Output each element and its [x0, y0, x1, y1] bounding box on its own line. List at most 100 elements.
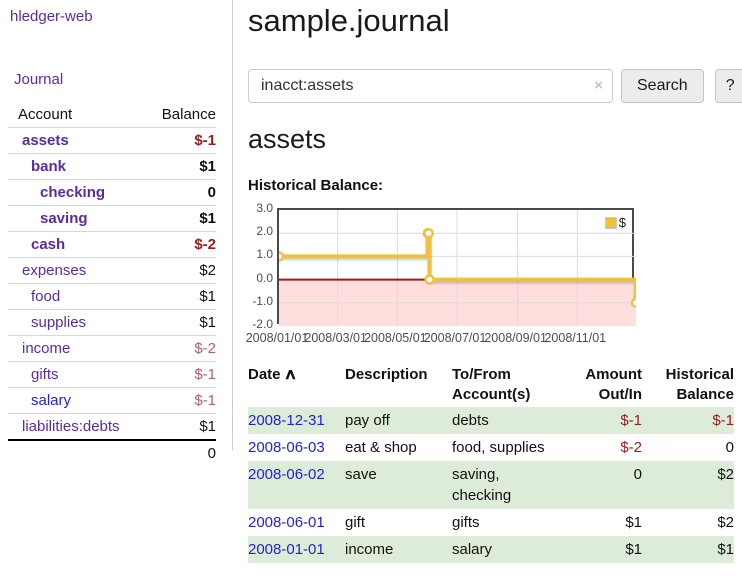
y-axis-tick-label: -2.0: [252, 317, 273, 331]
transaction-date-link[interactable]: 2008-06-01: [248, 514, 325, 531]
account-link[interactable]: liabilities:debts: [22, 418, 120, 435]
transaction-amount: $1: [625, 514, 642, 531]
account-link[interactable]: bank: [31, 158, 67, 175]
transaction-balance: $2: [717, 514, 734, 531]
account-row: gifts $-1: [8, 361, 216, 388]
accounts-col-balance: Balance: [161, 106, 216, 123]
transaction-description: eat & shop: [345, 439, 417, 456]
accounts-col-account: Account: [18, 106, 73, 123]
historical-balance-chart: $ 3.0 2.0 1.0 0.0 -1.0 -2.0 2008/01/01 2008/03/…: [246, 201, 742, 353]
legend-swatch-icon: [604, 216, 617, 229]
account-row: food $1: [8, 283, 216, 310]
accounts-table-body: assets $-1 bank $1 checking 0 saving $1 cash $-2 e…: [8, 127, 216, 441]
transaction-description: save: [345, 466, 377, 483]
accounts-total-value: 0: [207, 445, 216, 462]
account-balance: $1: [199, 418, 216, 435]
accounts-header-row: Account Balance: [8, 102, 216, 128]
sidebar-item-journal[interactable]: Journal: [14, 71, 64, 88]
account-balance: $2: [199, 262, 216, 279]
account-row: expenses $2: [8, 257, 216, 284]
y-axis-tick-label: 3.0: [256, 201, 273, 215]
account-row: saving $1: [8, 205, 216, 232]
y-axis-tick-label: 0.0: [256, 270, 273, 285]
y-axis-tick-label: 2.0: [256, 224, 273, 239]
account-link[interactable]: supplies: [31, 314, 87, 331]
transaction-date-link[interactable]: 2008-06-03: [248, 439, 325, 456]
account-balance: $1: [199, 314, 216, 331]
chart-title: Historical Balance:: [248, 177, 384, 194]
transaction-accounts: salary: [452, 541, 493, 558]
chart-plot-area: $: [277, 208, 636, 326]
register-header-row: Date ∧ Description To/From Account(s) Amo…: [248, 363, 734, 407]
account-row: checking 0: [8, 179, 216, 206]
x-axis-tick-label: 2008/05/01: [364, 331, 427, 345]
search-button[interactable]: Search: [621, 69, 704, 103]
transaction-date-link[interactable]: 2008-06-02: [248, 466, 325, 483]
transaction-accounts: saving, checking: [452, 466, 512, 504]
account-balance: $1: [199, 288, 216, 305]
search-input[interactable]: [248, 69, 613, 103]
y-axis-tick-label: 1.0: [256, 247, 273, 262]
account-link[interactable]: gifts: [31, 366, 59, 383]
register-col-date[interactable]: Date ∧: [248, 366, 297, 383]
transaction-accounts: gifts: [452, 514, 480, 531]
account-row: salary $-1: [8, 387, 216, 414]
transaction-amount: $1: [625, 541, 642, 558]
clear-search-icon[interactable]: ×: [594, 77, 603, 94]
account-link[interactable]: food: [31, 288, 61, 305]
y-axis-tick-label: -1.0: [252, 293, 273, 308]
register-row: 2008-06-02 save saving, checking 0 $2: [248, 461, 734, 509]
account-link[interactable]: salary: [31, 392, 72, 409]
transaction-balance: 0: [725, 439, 734, 456]
transaction-amount: 0: [633, 466, 642, 483]
page-title: sample.journal: [248, 3, 450, 38]
register-row: 2008-06-01 gift gifts $1 $2: [248, 509, 734, 536]
account-balance: $-2: [194, 340, 216, 357]
account-heading: assets: [248, 124, 327, 154]
search-form: × Search ?: [248, 69, 742, 103]
transaction-accounts: debts: [452, 412, 489, 429]
account-balance: $1: [199, 210, 216, 227]
account-row: supplies $1: [8, 309, 216, 336]
account-row: income $-2: [8, 335, 216, 362]
register-row: 2008-12-31 pay off debts $-1 $-1: [248, 407, 734, 434]
sidebar: hledger-web Journal Account Balance asse…: [0, 0, 233, 462]
app-brand-link[interactable]: hledger-web: [10, 8, 93, 25]
chart-canvas: [279, 210, 636, 326]
transaction-balance: $-1: [712, 412, 734, 429]
account-link[interactable]: checking: [40, 184, 106, 201]
account-link[interactable]: cash: [31, 236, 66, 253]
chart-legend: $: [604, 215, 626, 230]
main-content: sample.journal × Search ? assets Histori…: [233, 0, 742, 582]
account-row: liabilities:debts $1: [8, 413, 216, 441]
x-axis-tick-label: 2008/09/01: [484, 331, 547, 345]
transaction-amount: $-2: [620, 439, 642, 456]
transaction-description: gift: [345, 514, 366, 531]
account-row: bank $1: [8, 153, 216, 180]
account-balance: $-2: [194, 236, 216, 253]
register-col-amount: Amount Out/In: [585, 366, 642, 403]
account-balance: $1: [199, 158, 216, 175]
transaction-accounts: food, supplies: [452, 439, 545, 456]
x-axis-tick-label: 2008/03/01: [304, 331, 367, 345]
accounts-total-row: 0: [8, 440, 216, 466]
account-link[interactable]: income: [22, 340, 71, 357]
register-row: 2008-06-03 eat & shop food, supplies $-2 0: [248, 434, 734, 461]
register-col-description: Description: [345, 366, 428, 383]
account-balance: $-1: [194, 132, 216, 149]
register-row: 2008-01-01 income salary $1 $1: [248, 536, 734, 563]
help-button[interactable]: ?: [714, 69, 742, 103]
account-link[interactable]: assets: [22, 132, 69, 149]
account-row: cash $-2: [8, 231, 216, 258]
account-link[interactable]: expenses: [22, 262, 87, 279]
transaction-date-link[interactable]: 2008-01-01: [248, 541, 325, 558]
account-balance: $-1: [194, 366, 216, 383]
transaction-balance: $2: [717, 466, 734, 483]
transaction-date-link[interactable]: 2008-12-31: [248, 412, 325, 429]
transaction-description: income: [345, 541, 394, 558]
register-table-body: 2008-12-31 pay off debts $-1 $-1 2008-06-03 ea…: [248, 407, 734, 563]
accounts-table: Account Balance assets $-1 bank $1 checking 0…: [8, 102, 216, 466]
account-link[interactable]: saving: [40, 210, 88, 227]
accounts-total-spacer: [8, 440, 148, 466]
register-col-balance: Historical Balance: [665, 366, 734, 403]
